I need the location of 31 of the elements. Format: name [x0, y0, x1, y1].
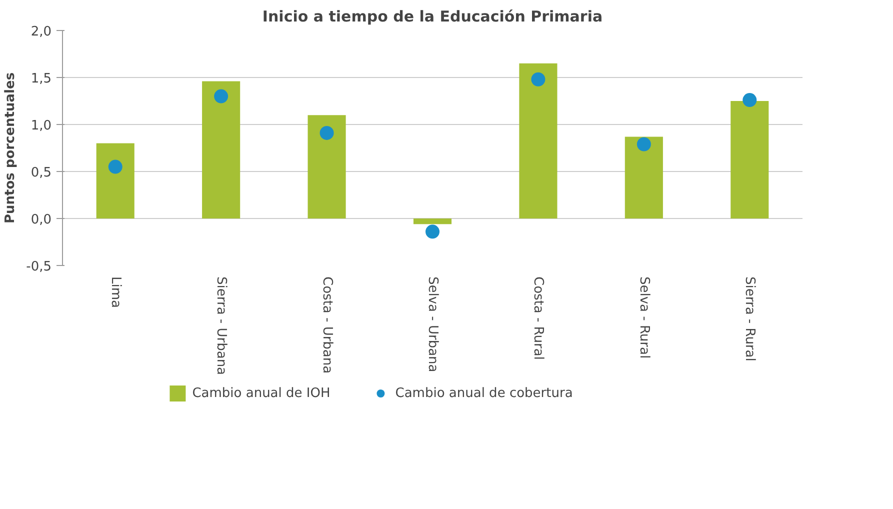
- x-tick-label: Sierra - Rural: [742, 276, 758, 362]
- y-axis-title: Puntos porcentuales: [3, 72, 18, 224]
- x-tick-label: Lima: [108, 276, 123, 308]
- bar: [202, 81, 240, 218]
- x-tick-label: Sierra - Urbana: [214, 276, 229, 376]
- x-tick-label: Selva - Urbana: [425, 276, 440, 372]
- bar: [730, 101, 769, 218]
- bar: [413, 218, 452, 224]
- y-tick-label: 1,0: [30, 118, 52, 134]
- bar: [96, 143, 134, 218]
- legend-label: Cambio anual de cobertura: [395, 386, 573, 400]
- point: [742, 93, 757, 108]
- bar: [624, 136, 663, 218]
- y-tick-label: 0,5: [30, 166, 52, 180]
- bar: [519, 63, 558, 218]
- point: [214, 89, 228, 104]
- chart-title: Inicio a tiempo de la Educación Primaria: [262, 8, 603, 26]
- point: [531, 72, 546, 86]
- point: [426, 224, 440, 239]
- point: [636, 137, 651, 152]
- y-tick-label: 0,0: [30, 212, 52, 228]
- x-tick-label: Costa - Urbana: [319, 276, 334, 374]
- y-tick-label: -0,5: [26, 260, 52, 274]
- x-tick-label: Costa - Rural: [530, 276, 546, 360]
- y-tick-label: 2,0: [30, 24, 52, 40]
- bar: [308, 115, 346, 218]
- y-tick-label: 1,5: [30, 72, 52, 86]
- point: [108, 160, 122, 174]
- x-tick-label: Selva - Rural: [636, 276, 652, 359]
- point: [320, 126, 334, 140]
- legend-label: Cambio anual de IOH: [192, 386, 330, 400]
